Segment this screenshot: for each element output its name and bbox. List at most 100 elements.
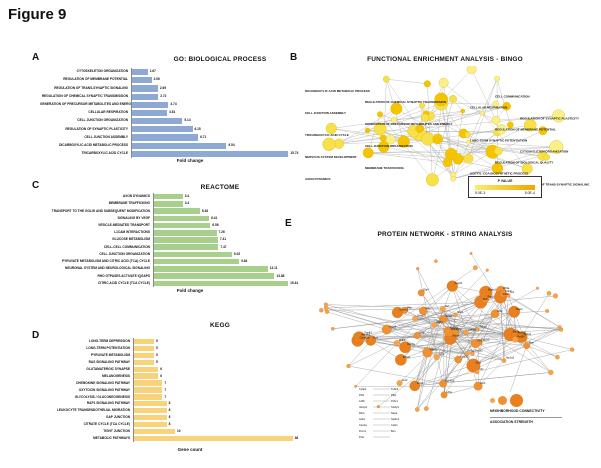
panel-a-chart: CYTOSKELETON ORGANIZATION 1.67 REGULATION … (40, 68, 300, 158)
bingo-edge (498, 130, 543, 152)
string-edge (500, 296, 505, 361)
string-node (546, 291, 552, 296)
bar-value-label: 8 (168, 408, 171, 413)
bar-value-label: 3.4 (184, 201, 190, 206)
panel-e-title: PROTEIN NETWORK - STRING ANALYSIS (377, 231, 513, 238)
panel-c-xlabel: Fold change (176, 288, 204, 293)
bingo-edge (338, 108, 397, 144)
string-node-label: Glul (469, 348, 474, 352)
bar-category-label: CELL JUNCTION ASSEMBLY (84, 134, 128, 139)
string-node (553, 293, 558, 299)
bar (133, 408, 167, 414)
string-node-label: Stx1a (512, 329, 519, 333)
bar (131, 85, 158, 92)
bar (153, 244, 219, 250)
string-edge (415, 310, 548, 319)
string-node (431, 322, 437, 328)
string-edge (405, 336, 522, 348)
string-node-label: Camk2a (360, 336, 370, 340)
string-node-label: Cdh2 (505, 289, 512, 293)
string-edge (417, 308, 443, 410)
bar-category-label: GAP JUNCTION (105, 415, 130, 420)
bingo-node-label: REGULATION OF TRANS-SYNAPTIC SIGNALING (520, 183, 590, 187)
string-node-label: Syt1 (439, 352, 445, 356)
string-edge (417, 352, 428, 410)
bar-value-label: 5 (156, 352, 158, 357)
string-edge (465, 313, 496, 333)
string-node-label: Slc1a2 (475, 349, 483, 353)
bingo-legend: P VALUE 5.0E-3 5.0E-4 (468, 176, 542, 198)
bingo-node (397, 135, 410, 148)
bingo-node-label: REGULATION OF SYNAPTIC PLASTICITY (520, 117, 579, 121)
bar-value-label: 2.06 (153, 77, 160, 82)
bar-value-label: 8 (168, 422, 171, 427)
string-node (469, 252, 473, 255)
string-node-label: Syn1 (475, 360, 481, 364)
bingo-node (377, 111, 384, 118)
panel-c-letter: C (32, 180, 40, 191)
string-node (319, 308, 324, 313)
bingo-edge (380, 114, 528, 169)
string-edge (526, 345, 558, 358)
bar-value-label: 9.02 (233, 251, 241, 256)
bingo-edge (368, 114, 381, 153)
string-node (417, 289, 425, 297)
bingo-node (420, 113, 430, 122)
bingo-node (390, 102, 403, 115)
bar-category-label: GLUTAMATERGIC SYNAPSE (86, 366, 130, 371)
string-edge (327, 311, 468, 354)
bar-category-label: CELL JUNCTION ORGANIZATION (77, 118, 128, 123)
bingo-edge (495, 115, 559, 121)
string-node-label: Ldha (446, 390, 452, 394)
bar-value-label: 15.74 (290, 151, 299, 156)
bar-category-label: CITRATE CYCLE (TCA CYCLE) (83, 422, 130, 427)
string-node-label: Tubb3 (479, 325, 487, 329)
string-edge (521, 293, 550, 338)
bar-value-label: 6.41 (211, 215, 218, 220)
bingo-node (549, 140, 564, 155)
string-edge (473, 326, 560, 366)
string-edge (386, 329, 428, 353)
bingo-node (432, 133, 443, 145)
string-node-label: Gria2 (446, 314, 453, 318)
string-edge (359, 318, 444, 338)
bar (133, 359, 154, 365)
bingo-node (322, 137, 336, 151)
bar-category-label: CELL-CELL COMMUNICATION (103, 244, 150, 249)
string-node-label: Pdha1 (403, 355, 411, 359)
string-edge (458, 290, 502, 360)
string-edge (348, 365, 444, 384)
bar-value-label: 7 (164, 387, 167, 392)
string-node (523, 342, 531, 350)
bingo-node (425, 173, 439, 187)
string-node (499, 290, 507, 298)
bar (131, 101, 169, 108)
bar-category-label: DICARBOXYLIC ACID METABOLIC PROCESS (59, 142, 128, 147)
string-node (473, 381, 483, 391)
string-edge (442, 313, 496, 384)
panel-e-letter: E (285, 218, 292, 229)
string-node (422, 347, 433, 358)
bingo-node-label: CYTOSKELETON ORGANIZATION (520, 150, 568, 154)
string-edge (423, 310, 456, 316)
bar-value-label: 3.4 (184, 194, 190, 199)
bar-category-label: CELLULAR RESPIRATION (88, 110, 128, 115)
string-pair-label: Vamp2 (359, 405, 368, 409)
bar (131, 126, 193, 133)
bingo-edge (496, 78, 511, 125)
string-node (473, 265, 478, 271)
string-node (354, 384, 358, 388)
string-node-label: Aldoa (452, 333, 459, 337)
bar (153, 215, 210, 222)
bingo-edge (383, 110, 463, 139)
string-node-label: Vdac1 (430, 347, 438, 351)
bar-value-label: 2.72 (160, 93, 167, 98)
string-node-label: Sdha (502, 292, 509, 296)
bingo-node-label: ACETYL-COA BIOSYNTHETIC PROCESS (470, 172, 528, 176)
bar (133, 373, 159, 379)
bar-value-label: 13.88 (276, 273, 285, 278)
bar-category-label: LEUKOCYTE TRANSENDOTHELIAL MIGRATION (56, 408, 130, 413)
bingo-node-label: CELL JUNCTION ORGANIZATION (365, 144, 413, 148)
string-edge (444, 385, 479, 396)
bar-value-label: 2.69 (159, 85, 167, 90)
